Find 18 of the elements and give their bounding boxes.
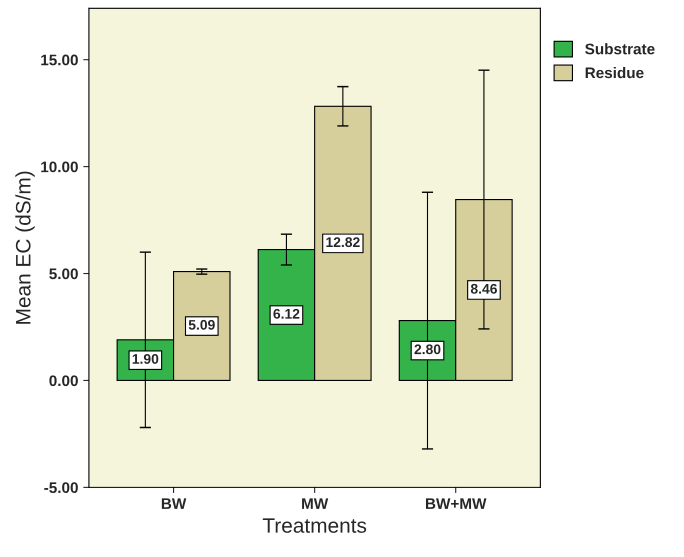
- data-label: 5.09: [188, 320, 215, 330]
- y-tick-label: 10.00: [41, 161, 78, 172]
- data-label: 12.82: [326, 237, 360, 248]
- data-label: 8.46: [470, 284, 497, 294]
- y-tick-label: 15.00: [41, 54, 78, 66]
- x-tick-label: BW: [162, 498, 186, 509]
- y-tick-label: 5.00: [49, 268, 78, 280]
- legend-label: Residue: [586, 66, 644, 78]
- x-tick-label: MW: [302, 498, 328, 509]
- y-tick-label: -5.00: [44, 482, 78, 494]
- legend-label: Substrate: [585, 43, 655, 54]
- data-label: 1.90: [132, 354, 158, 364]
- y-tick-label: 0.00: [49, 375, 78, 386]
- x-tick-label: BW+MW: [426, 498, 486, 509]
- data-label: 2.80: [414, 344, 440, 354]
- data-label: 6.12: [273, 308, 300, 319]
- y-axis-title: Mean EC (dS/m): [15, 172, 35, 324]
- x-axis-title: Treatments: [262, 518, 366, 533]
